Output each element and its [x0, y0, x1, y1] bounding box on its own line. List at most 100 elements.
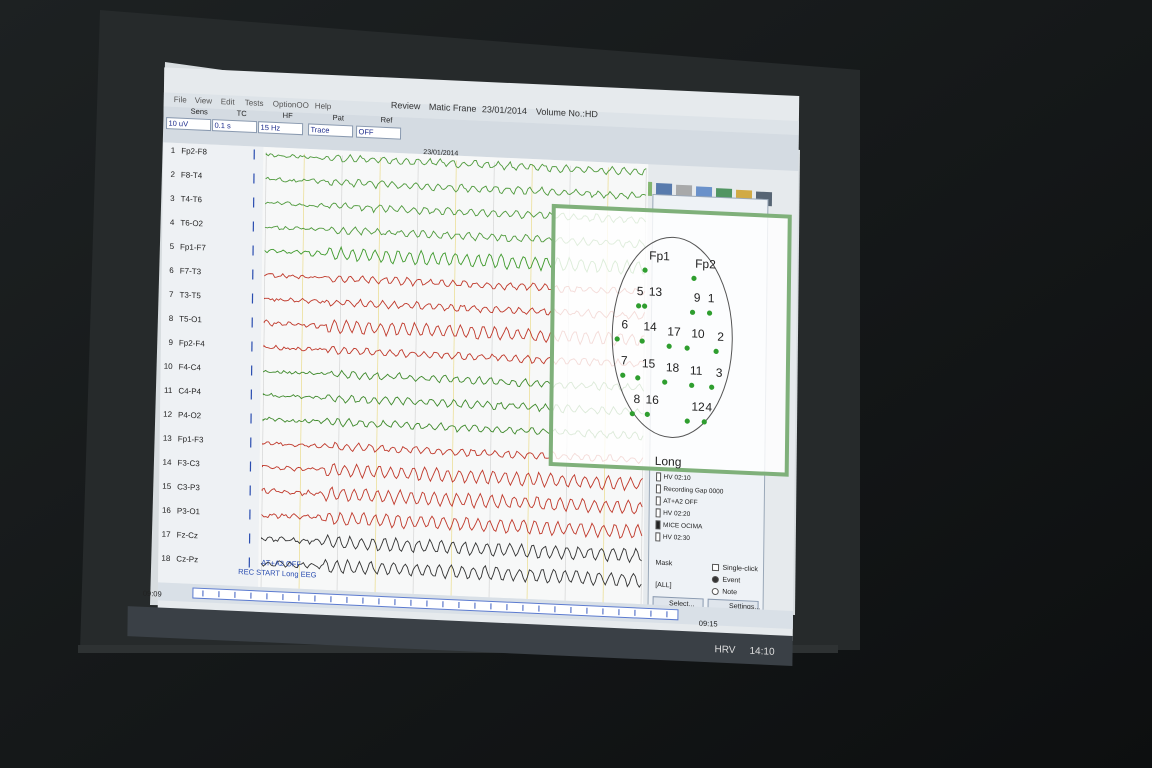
head-outline	[611, 236, 733, 438]
electrode	[684, 345, 690, 351]
montage-label: 17	[667, 324, 681, 339]
window-title: Matic Frane	[429, 102, 477, 114]
control-box[interactable]	[165, 117, 212, 132]
window-title: Volume No.:HD	[536, 107, 599, 120]
eeg-trace	[260, 558, 642, 589]
date: 23/01/2014	[423, 149, 458, 158]
channel-number: 15	[162, 482, 172, 491]
event-marker[interactable]	[655, 508, 661, 518]
channel-number: 5	[170, 242, 175, 251]
event-item[interactable]: AT+A2 OFF	[663, 498, 697, 507]
channel-name: F7-T3	[180, 266, 202, 276]
channel-number: 18	[161, 554, 171, 563]
option-control[interactable]	[711, 575, 719, 583]
electrode	[639, 338, 645, 344]
time-gridline	[298, 153, 305, 589]
electrode	[629, 411, 635, 417]
time-gridline	[336, 155, 343, 591]
electrode	[691, 275, 697, 281]
electrode	[662, 379, 668, 385]
channel-number: 13	[163, 434, 173, 443]
time-gridline	[374, 157, 381, 593]
control-label: Pat	[333, 113, 345, 123]
control-box[interactable]	[307, 123, 354, 138]
electrode	[642, 303, 648, 309]
mask-label: Mask	[655, 560, 672, 568]
montage-label: 4	[705, 400, 712, 414]
channel-name: P3-O1	[177, 506, 201, 516]
toolbar-icon[interactable]	[655, 183, 673, 198]
option-label[interactable]: Note	[722, 589, 737, 597]
channel-name: T6-O2	[180, 218, 203, 228]
electrode	[689, 382, 695, 388]
channel-name: P4-O2	[178, 410, 202, 420]
eeg-trace	[261, 533, 642, 564]
menu-item[interactable]: Tests	[245, 98, 264, 108]
channel-name: F3-C3	[177, 458, 200, 468]
channel-name: Fp1-F3	[178, 434, 204, 444]
event-marker[interactable]	[655, 484, 661, 494]
montage-label: 1	[708, 291, 715, 305]
montage-title: Long	[655, 454, 682, 469]
event-marker[interactable]	[656, 472, 662, 482]
annotation: AT+A2 OFF	[261, 558, 301, 569]
control-value: 15 Hz	[261, 123, 281, 133]
montage-label: 6	[621, 317, 628, 331]
event-item[interactable]: MICE OCIMA	[663, 522, 703, 531]
annotation: REC START Long EEG	[238, 567, 317, 580]
menu-item[interactable]: File	[174, 95, 188, 105]
menu-item[interactable]: View	[195, 96, 213, 106]
window-title: Review	[391, 100, 421, 111]
electrode	[620, 372, 626, 378]
menu-item[interactable]: OptionOO	[273, 99, 309, 110]
option-label[interactable]: Event	[722, 577, 740, 585]
channel-name: T5-O1	[179, 314, 202, 324]
montage-label: 13	[649, 285, 663, 300]
channel-name: Fz-Cz	[177, 530, 198, 540]
taskbar-label: HRV	[714, 644, 735, 656]
event-item[interactable]: Recording Gap 0000	[663, 486, 723, 496]
mask-value: [ALL]	[655, 582, 671, 590]
channel-number: 16	[162, 506, 172, 515]
option-control[interactable]	[711, 563, 720, 572]
option-control[interactable]	[711, 587, 719, 595]
event-marker[interactable]	[655, 496, 661, 506]
button-label[interactable]: Select...	[669, 600, 694, 608]
control-value: Trace	[311, 125, 330, 135]
channel-number: 9	[168, 338, 173, 347]
electrode	[706, 310, 713, 316]
event-marker[interactable]	[655, 520, 661, 530]
control-value: 0.1 s	[215, 121, 232, 131]
menu-item[interactable]: Help	[315, 101, 332, 111]
montage-label: 7	[621, 353, 628, 367]
control-label: Ref	[381, 115, 394, 125]
timeline-track[interactable]	[192, 587, 679, 621]
toolbar	[163, 106, 799, 172]
control-label: HF	[283, 111, 294, 120]
montage-label: Fp1	[649, 249, 670, 264]
menu-item[interactable]: Edit	[221, 97, 236, 107]
channel-number: 4	[170, 218, 175, 227]
event-marker[interactable]	[655, 532, 661, 542]
application-window: File View Edit Tests OptionOO Help Review Matic…	[127, 67, 800, 667]
control-box[interactable]	[355, 125, 402, 140]
channel-name: T4-T6	[181, 194, 203, 204]
event-item[interactable]: HV 02:20	[663, 510, 691, 518]
channel-number: 11	[164, 386, 173, 395]
event-item[interactable]: HV 02:30	[663, 534, 691, 542]
channel-name: C4-P4	[178, 386, 201, 396]
option-label[interactable]: Single-click	[722, 565, 758, 574]
control-label: Sens	[191, 107, 208, 117]
control-label: TC	[237, 109, 248, 118]
channel-number: 14	[163, 458, 173, 467]
button-label[interactable]: Settings...	[729, 603, 760, 611]
electrode	[689, 309, 696, 315]
channel-name: F4-C4	[179, 362, 202, 372]
control-box[interactable]	[257, 121, 304, 136]
channel-number: 1	[171, 146, 176, 155]
event-item[interactable]: HV 02:10	[664, 474, 692, 482]
electrode	[666, 343, 672, 349]
channel-name: Fp2-F4	[179, 338, 205, 348]
control-box[interactable]	[211, 119, 258, 134]
